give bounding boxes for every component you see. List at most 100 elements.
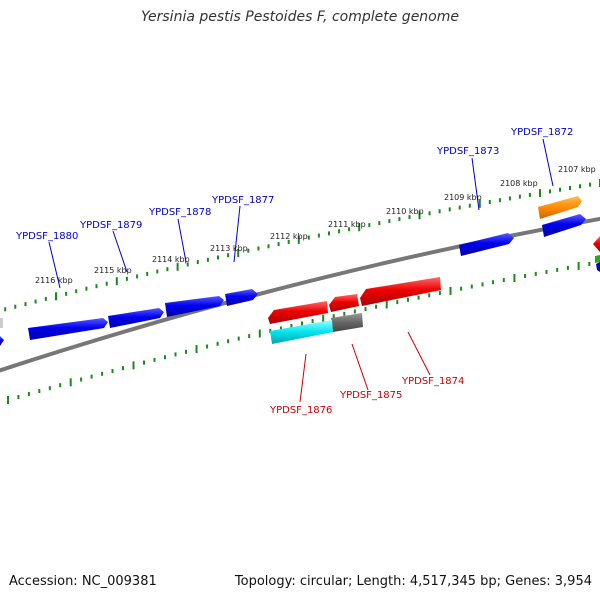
outer-minor-tick <box>156 269 159 274</box>
tick-label-2114: 2114 kbp <box>152 255 190 264</box>
inner-minor-tick <box>80 377 83 382</box>
outer-minor-tick <box>75 289 78 294</box>
inner-minor-tick <box>407 297 409 302</box>
reverse-genes <box>268 236 600 324</box>
outer-minor-tick <box>488 200 491 204</box>
tick-label-2110: 2110 kbp <box>386 207 424 216</box>
outer-minor-tick <box>458 205 461 210</box>
gene-ypdsf-1873[interactable] <box>459 233 514 256</box>
outer-minor-tick <box>428 211 431 216</box>
inner-major-tick <box>195 345 198 354</box>
outer-minor-tick <box>227 253 230 258</box>
gene-gray[interactable] <box>331 313 363 332</box>
inner-minor-tick <box>375 304 378 309</box>
inner-minor-tick <box>164 355 166 360</box>
outer-minor-tick <box>408 215 411 220</box>
outer-minor-tick <box>388 219 391 224</box>
accession-text: Accession: NC_009381 <box>9 574 157 589</box>
inner-minor-tick <box>248 334 251 339</box>
inner-major-tick <box>7 396 9 404</box>
outer-minor-tick <box>85 286 88 291</box>
outer-minor-tick <box>267 244 270 249</box>
outer-minor-tick <box>528 192 531 197</box>
inner-minor-tick <box>48 386 51 391</box>
inner-minor-tick <box>470 284 473 289</box>
inner-minor-tick <box>90 374 93 379</box>
outer-major-tick <box>237 249 240 257</box>
gene-ypdsf-1877[interactable] <box>225 289 258 306</box>
inner-minor-tick <box>353 309 356 314</box>
label-ypdsf-1879: YPDSF_1879 <box>79 220 142 231</box>
inner-minor-tick <box>122 366 124 371</box>
gene-fragment-right-blue <box>596 262 600 272</box>
reverse-leader-lines <box>299 331 431 403</box>
outer-minor-tick <box>307 235 310 240</box>
outer-minor-tick <box>196 260 199 265</box>
outer-minor-tick <box>579 184 581 189</box>
reverse-gene-labels: YPDSF_1874 YPDSF_1875 YPDSF_1876 <box>269 376 464 416</box>
inner-minor-tick <box>502 278 505 283</box>
outer-minor-tick <box>34 299 37 304</box>
inner-minor-tick <box>428 293 431 298</box>
inner-minor-tick <box>332 314 335 319</box>
gene-ypdsf-1880[interactable] <box>28 318 108 340</box>
outer-minor-tick <box>65 291 68 296</box>
gene-cyan[interactable] <box>270 320 333 344</box>
genome-backbone <box>0 216 600 373</box>
gene-ypdsf-1879[interactable] <box>108 308 164 328</box>
label-ypdsf-1878: YPDSF_1878 <box>148 207 211 218</box>
inner-minor-tick <box>311 319 314 323</box>
outer-minor-tick <box>549 189 551 194</box>
outer-tick-track <box>4 179 600 312</box>
label-ypdsf-1872: YPDSF_1872 <box>510 127 573 138</box>
outer-minor-tick <box>206 257 209 262</box>
inner-minor-tick <box>301 321 303 326</box>
outer-minor-tick <box>166 267 169 272</box>
gene-fragment-left <box>0 336 4 346</box>
inner-minor-tick <box>174 352 177 357</box>
outer-minor-tick <box>468 203 471 208</box>
inner-minor-tick <box>227 339 230 344</box>
inner-major-tick <box>449 286 452 295</box>
inner-minor-tick <box>524 274 527 278</box>
outer-major-tick <box>176 262 179 271</box>
tick-label-2109: 2109 kbp <box>444 193 482 202</box>
inner-minor-tick <box>216 341 219 346</box>
inner-major-tick <box>513 274 516 282</box>
inner-major-tick <box>577 261 580 270</box>
tick-label-2115: 2115 kbp <box>94 266 132 275</box>
inner-minor-tick <box>481 282 484 287</box>
gene-ypdsf-1876[interactable] <box>268 301 328 324</box>
outer-minor-tick <box>498 198 501 203</box>
inner-minor-tick <box>143 360 145 365</box>
gene-orange[interactable] <box>538 196 582 219</box>
outer-minor-tick <box>448 207 451 212</box>
gene-ypdsf-1872[interactable] <box>542 214 586 237</box>
inner-major-tick <box>385 300 388 309</box>
forward-leader-lines <box>48 138 554 289</box>
inner-minor-tick <box>588 261 591 266</box>
gene-ypdsf-1878[interactable] <box>165 296 224 317</box>
topology-text: Topology: circular; Length: 4,517,345 bp… <box>234 574 592 589</box>
label-ypdsf-1875: YPDSF_1875 <box>339 390 402 401</box>
gene-ypdsf-1875[interactable] <box>329 294 359 312</box>
outer-minor-tick <box>105 281 108 286</box>
label-ypdsf-1876: YPDSF_1876 <box>269 405 332 416</box>
inner-minor-tick <box>556 267 559 272</box>
label-ypdsf-1873: YPDSF_1873 <box>436 146 499 157</box>
outer-major-tick <box>358 223 361 232</box>
outer-major-tick <box>418 211 421 220</box>
outer-minor-tick <box>348 227 351 232</box>
inner-minor-tick <box>279 326 282 331</box>
outer-minor-tick <box>247 248 250 253</box>
outer-minor-tick <box>277 242 280 247</box>
tick-label-2112: 2112 kbp <box>270 232 308 241</box>
inner-minor-tick <box>364 307 367 312</box>
tick-label-2111: 2111 kbp <box>328 220 366 229</box>
tick-label-2107: 2107 kbp <box>558 165 596 174</box>
outer-major-tick <box>115 277 118 286</box>
outer-minor-tick <box>125 276 128 281</box>
gene-ypdsf-1874[interactable] <box>360 277 441 306</box>
tick-label-2116: 2116 kbp <box>35 276 73 285</box>
inner-major-tick <box>322 314 325 323</box>
